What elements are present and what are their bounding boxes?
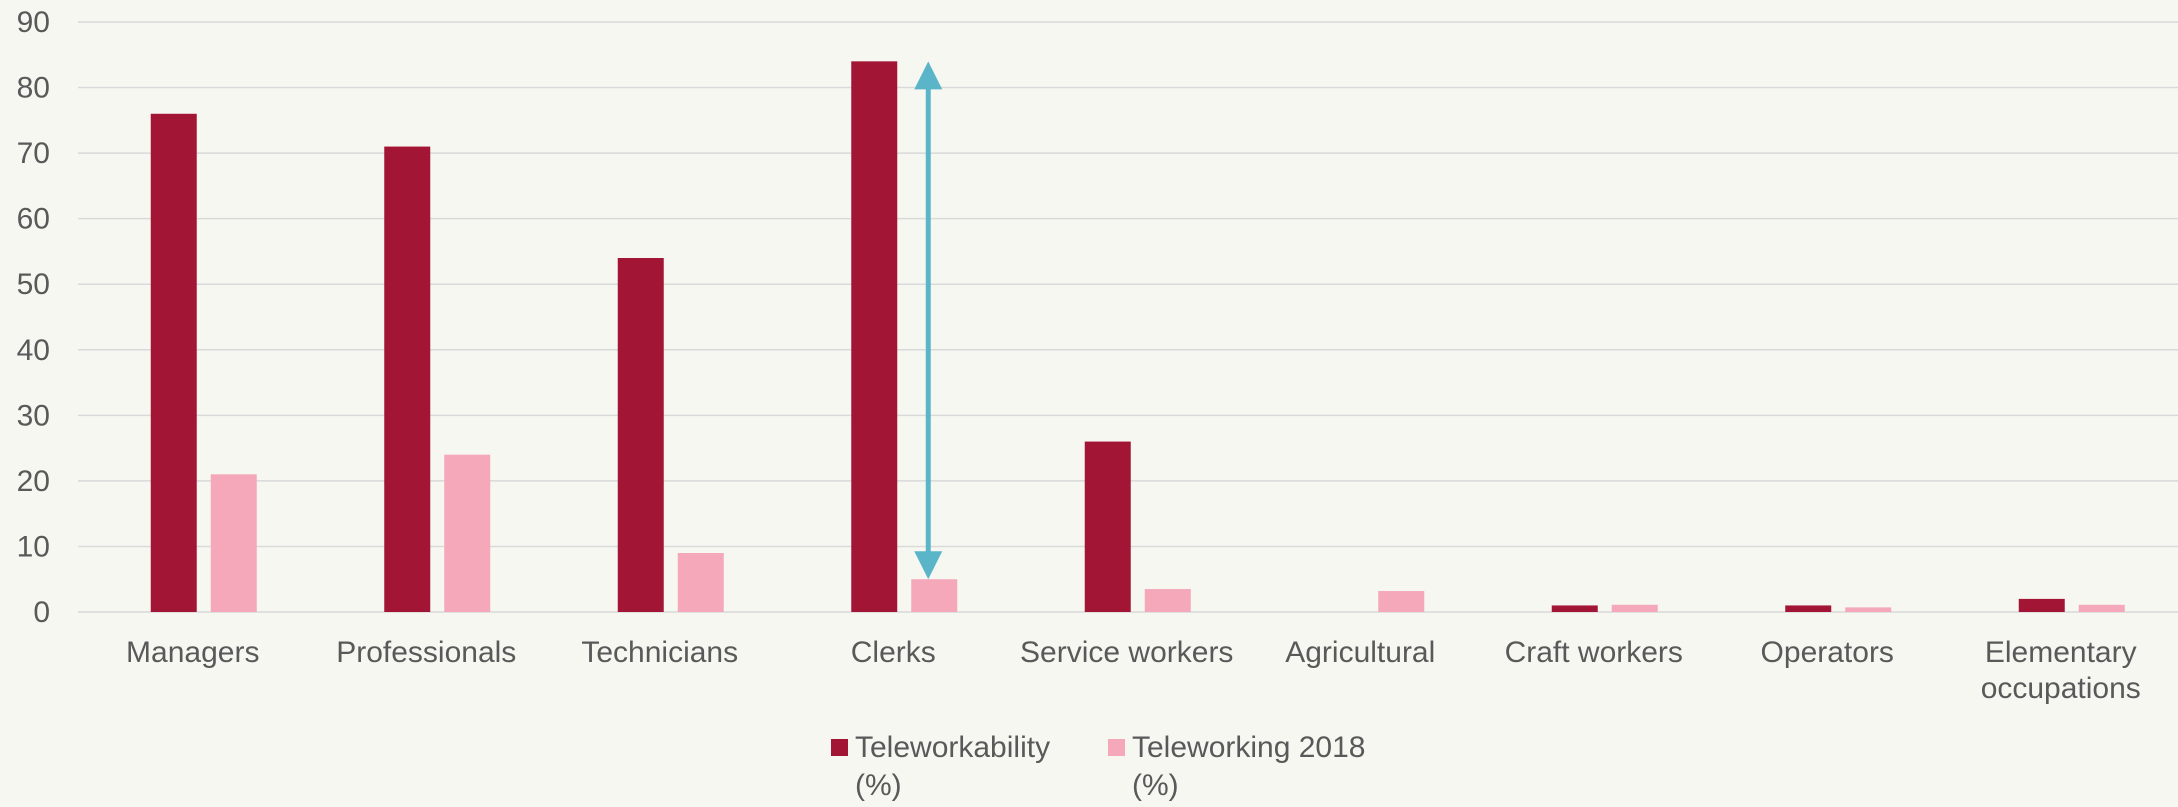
bar-teleworkability: [384, 146, 431, 613]
y-tick-label: 20: [17, 465, 50, 498]
bar-teleworking-2018: [1378, 591, 1425, 612]
x-tick-label: Technicians: [581, 636, 738, 669]
x-tick-label: occupations: [1981, 672, 2141, 705]
legend-label: (%): [1132, 769, 1179, 802]
x-tick-label: Service workers: [1020, 636, 1233, 669]
bar-teleworkability: [150, 113, 197, 613]
y-tick-label: 30: [17, 399, 50, 432]
x-tick-label: Agricultural: [1285, 636, 1435, 669]
x-tick-label: Professionals: [336, 636, 516, 669]
y-tick-label: 50: [17, 268, 50, 301]
legend-label: Teleworkability: [855, 731, 1050, 764]
x-tick-label: Craft workers: [1505, 636, 1683, 669]
bar-teleworkability: [1551, 605, 1598, 612]
legend-label: (%): [855, 769, 902, 802]
bar-teleworking-2018: [1845, 607, 1892, 612]
legend-label: Teleworking 2018: [1132, 731, 1365, 764]
bar-teleworking-2018: [444, 454, 491, 612]
y-tick-label: 90: [17, 6, 50, 39]
x-tick-label: Managers: [126, 636, 259, 669]
x-tick-label: Operators: [1761, 636, 1894, 669]
y-tick-label: 60: [17, 203, 50, 236]
y-tick-label: 10: [17, 530, 50, 563]
annotation-arrowhead-up: [914, 61, 943, 90]
bar-teleworkability: [617, 258, 664, 612]
bar-teleworking-2018: [2078, 604, 2125, 612]
bar-teleworking-2018: [1144, 589, 1191, 612]
x-tick-label: Elementary: [1985, 636, 2137, 669]
annotation-arrowhead-down: [914, 551, 943, 580]
y-tick-label: 0: [33, 596, 50, 629]
bar-teleworkability: [2018, 598, 2065, 612]
bar-teleworkability: [851, 61, 898, 613]
bar-teleworking-2018: [210, 474, 257, 612]
legend-swatch: [1108, 739, 1125, 756]
y-tick-label: 80: [17, 72, 50, 105]
bar-teleworkability: [1785, 605, 1832, 612]
bar-teleworking-2018: [911, 579, 958, 612]
x-tick-label: Clerks: [851, 636, 936, 669]
bar-teleworkability: [1084, 441, 1131, 612]
y-tick-label: 70: [17, 137, 50, 170]
bar-teleworking-2018: [1611, 604, 1658, 612]
legend-swatch: [831, 739, 848, 756]
bar-teleworking-2018: [677, 553, 724, 612]
y-tick-label: 40: [17, 334, 50, 367]
